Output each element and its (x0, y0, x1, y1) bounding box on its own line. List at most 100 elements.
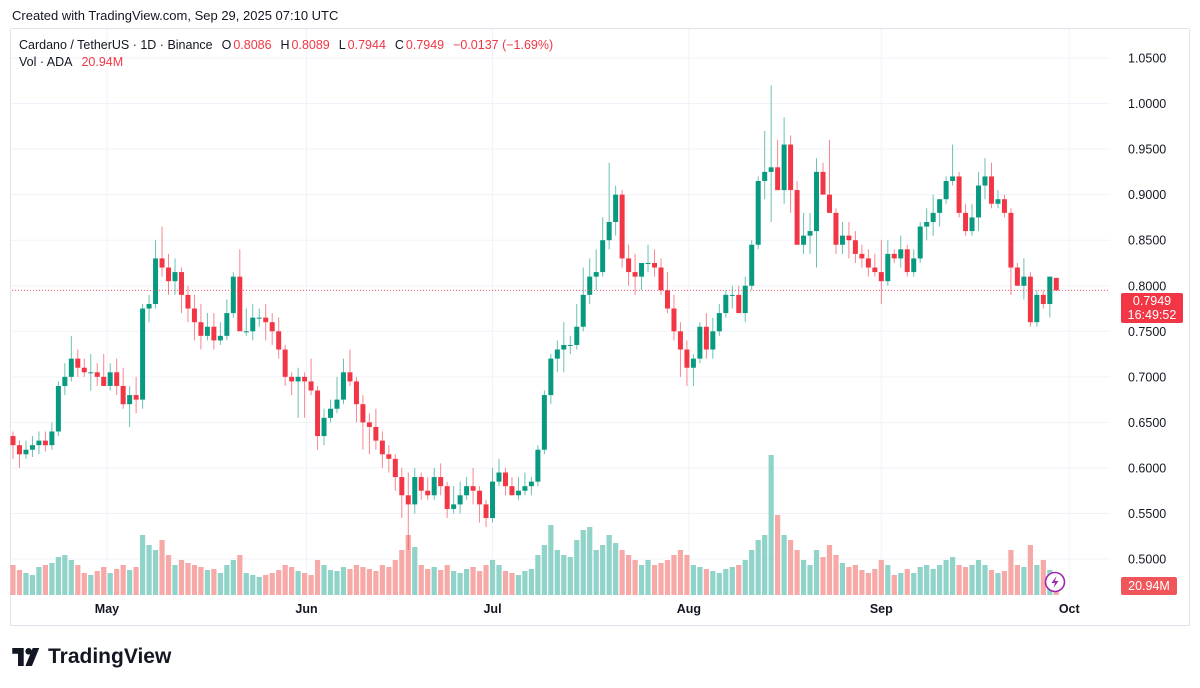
candle-body (781, 144, 787, 191)
candle-body (62, 376, 68, 386)
price-tick-label: 0.9000 (1128, 188, 1166, 202)
volume-bar (613, 543, 619, 595)
candle-up (528, 477, 534, 496)
candle-body (632, 272, 638, 277)
volume-bar (554, 550, 560, 595)
candle-up (885, 240, 891, 286)
candle-body (1040, 294, 1046, 304)
volume-bar (768, 455, 774, 595)
volume-bar (165, 555, 172, 595)
candle-body (204, 326, 210, 336)
candle-down (42, 431, 48, 452)
candle-up (768, 85, 774, 222)
lightning-icon[interactable] (1044, 571, 1066, 593)
volume-bar (710, 571, 716, 595)
volume-bar (373, 571, 379, 595)
volume-bar (969, 565, 975, 595)
candle-down (10, 431, 16, 459)
candle-body (729, 294, 735, 296)
volume-bar (865, 573, 871, 595)
candle-body (243, 331, 249, 333)
volume-bar (1034, 565, 1040, 595)
volume-bar (114, 569, 120, 595)
candle-down (353, 376, 359, 423)
volume-bar (651, 565, 658, 595)
candle-body (723, 294, 729, 314)
volume-bar (457, 573, 463, 595)
candle-body (483, 504, 489, 519)
candle-down (483, 499, 489, 528)
candle-body (217, 335, 223, 341)
candle-body (710, 331, 716, 350)
volume-bar (16, 570, 23, 595)
price-tick-label: 0.6500 (1128, 416, 1166, 430)
candle-body (496, 472, 502, 482)
candle-down (315, 385, 321, 450)
volume-bar (1040, 560, 1046, 595)
candle-body (237, 276, 243, 332)
candle-up (321, 408, 327, 446)
month-tick-label: Jul (483, 602, 501, 616)
candle-body (438, 477, 444, 487)
candle-up (937, 199, 943, 227)
volume-bar (528, 569, 534, 595)
candle-body (736, 294, 742, 314)
candle-down (963, 203, 969, 236)
candles (10, 85, 1059, 550)
candle-body (464, 486, 470, 496)
candle-down (366, 413, 372, 455)
candle-body (626, 258, 632, 273)
symbol-title[interactable]: Cardano / TetherUS · 1D · Binance (19, 38, 213, 52)
candle-body (127, 395, 133, 405)
volume-bar (412, 547, 418, 595)
candle-up (580, 267, 586, 332)
volume-bar (626, 555, 632, 595)
volume-bar (198, 567, 204, 595)
candle-body (1034, 294, 1040, 323)
candle-down (191, 294, 197, 341)
candle-body (49, 431, 55, 446)
candle-up (645, 244, 651, 273)
candle-body (146, 303, 152, 309)
candle-down (1008, 208, 1014, 295)
candle-body (839, 235, 845, 245)
volume-bar (289, 567, 295, 595)
volume-bar (606, 535, 612, 595)
volume-bar (94, 571, 100, 595)
candle-body (353, 381, 359, 405)
volume-bar (366, 569, 372, 595)
volume-bar (250, 575, 256, 595)
volume-bar (749, 550, 755, 595)
volume-value: 20.94M (81, 55, 124, 69)
candle-body (10, 436, 16, 446)
candle-body (794, 190, 800, 245)
candle-down (418, 472, 424, 500)
volume-bar (982, 565, 988, 595)
candle-down (477, 486, 483, 523)
volume-bar (88, 575, 94, 595)
candle-body (101, 376, 107, 386)
volume-bar (127, 570, 133, 595)
candle-body (16, 445, 22, 455)
candle-body (1053, 277, 1059, 291)
volume-bar (950, 557, 956, 595)
volume-label[interactable]: Vol · ADA (19, 55, 73, 69)
candle-up (716, 303, 722, 336)
open-label: O (221, 38, 232, 52)
tradingview-logo[interactable]: TradingView (12, 645, 171, 669)
volume-bar (541, 545, 547, 595)
candle-body (185, 294, 191, 309)
candle-down (703, 313, 709, 359)
volume-bar (107, 573, 113, 595)
candle-body (425, 490, 431, 496)
candle-down (282, 344, 288, 386)
candle-down (16, 440, 22, 468)
candle-down (846, 221, 852, 259)
candle-body (153, 258, 159, 304)
candle-body (567, 344, 573, 346)
candle-up (49, 422, 55, 450)
volume-bar (600, 545, 606, 595)
candle-body (580, 294, 586, 327)
candle-body (392, 458, 398, 478)
